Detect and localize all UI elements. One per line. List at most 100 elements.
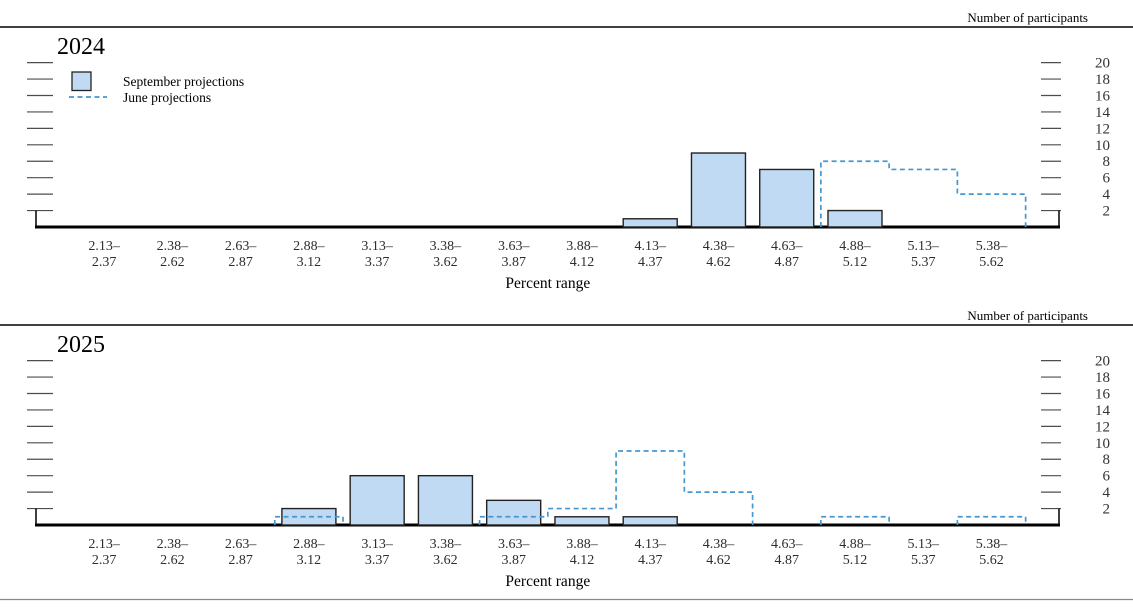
y-tick-label: 4 — [1103, 187, 1111, 203]
x-tick-label-top: 4.63– — [771, 239, 804, 254]
x-tick-label-bottom: 5.12 — [843, 553, 868, 568]
y-tick-label: 8 — [1103, 452, 1111, 468]
x-tick-label-top: 4.88– — [839, 239, 872, 254]
september-projection-bar — [759, 168, 815, 228]
x-tick-label-top: 3.88– — [566, 239, 599, 254]
y-tick-label: 12 — [1095, 419, 1110, 435]
september-projection-bar — [554, 516, 610, 526]
x-tick-label-bottom: 4.87 — [774, 553, 799, 568]
x-tick-label-top: 3.63– — [498, 537, 531, 552]
x-tick-label-top: 2.38– — [157, 537, 190, 552]
september-projection-bar — [417, 474, 474, 526]
x-tick-label-top: 4.88– — [839, 537, 872, 552]
x-tick-label-top: 3.88– — [566, 537, 599, 552]
x-tick-label-bottom: 3.37 — [365, 255, 390, 270]
y-tick-label: 10 — [1095, 138, 1110, 154]
x-tick-label-bottom: 4.37 — [638, 255, 663, 270]
x-tick-label-top: 4.13– — [634, 239, 667, 254]
y-tick-label: 6 — [1103, 171, 1111, 187]
x-tick-label-bottom: 3.12 — [297, 553, 322, 568]
x-tick-label-top: 4.38– — [703, 537, 736, 552]
participants-axis-title: Number of participants — [967, 10, 1088, 25]
x-tick-label-top: 2.13– — [88, 239, 121, 254]
x-tick-label-top: 2.13– — [88, 537, 121, 552]
y-tick-label: 12 — [1095, 121, 1110, 137]
x-tick-label-top: 3.13– — [361, 537, 394, 552]
y-tick-label: 4 — [1103, 485, 1111, 501]
x-tick-label-bottom: 4.87 — [774, 255, 799, 270]
x-tick-label-top: 3.38– — [430, 537, 463, 552]
x-tick-label-bottom: 2.62 — [160, 255, 185, 270]
y-tick-label: 18 — [1095, 72, 1110, 88]
y-tick-label: 16 — [1095, 386, 1111, 402]
x-tick-label-top: 5.13– — [908, 239, 941, 254]
x-tick-label-bottom: 4.62 — [706, 553, 731, 568]
x-tick-label-bottom: 5.37 — [911, 255, 936, 270]
x-tick-label-bottom: 2.37 — [92, 255, 117, 270]
x-tick-label-bottom: 3.62 — [433, 553, 458, 568]
legend-september-swatch — [71, 71, 92, 92]
x-tick-label-bottom: 3.87 — [501, 255, 526, 270]
y-tick-label: 2 — [1103, 204, 1111, 220]
x-tick-label-bottom: 4.12 — [570, 553, 595, 568]
x-tick-label-top: 2.63– — [225, 239, 258, 254]
y-tick-label: 20 — [1095, 354, 1110, 370]
y-tick-label: 14 — [1095, 403, 1111, 419]
y-tick-label: 2 — [1103, 502, 1111, 518]
y-tick-label: 16 — [1095, 88, 1111, 104]
x-tick-label-bottom: 3.62 — [433, 255, 458, 270]
x-tick-label-top: 4.63– — [771, 537, 804, 552]
x-tick-label-bottom: 5.62 — [979, 255, 1004, 270]
y-tick-label: 8 — [1103, 154, 1111, 170]
y-tick-label: 14 — [1095, 105, 1111, 121]
percent-range-label: Percent range — [505, 275, 590, 292]
september-projection-bar — [690, 152, 747, 228]
panel-2024: Number of participants 2024 24681012141618… — [0, 10, 1133, 292]
x-tick-label-bottom: 5.62 — [979, 553, 1004, 568]
september-projection-bar — [349, 474, 405, 526]
x-tick-label-top: 3.38– — [430, 239, 463, 254]
y-tick-label: 10 — [1095, 436, 1110, 452]
june-projection-step-line — [273, 450, 1027, 525]
y-tick-label: 20 — [1095, 56, 1110, 72]
legend-september-label: September projections — [123, 74, 244, 89]
x-tick-label-top: 4.38– — [703, 239, 736, 254]
x-tick-label-top: 3.13– — [361, 239, 394, 254]
panel-2025: Number of participants 2025 24681012141618… — [0, 308, 1133, 590]
x-tick-label-bottom: 3.37 — [365, 553, 390, 568]
x-tick-label-bottom: 5.37 — [911, 553, 936, 568]
x-tick-label-bottom: 3.87 — [501, 553, 526, 568]
percent-range-label: Percent range — [505, 573, 590, 590]
y-tick-label: 6 — [1103, 469, 1111, 485]
september-projection-bar — [622, 516, 678, 526]
x-tick-label-top: 5.38– — [976, 537, 1009, 552]
participants-axis-title: Number of participants — [967, 308, 1088, 323]
x-tick-label-bottom: 5.12 — [843, 255, 868, 270]
x-tick-label-top: 5.13– — [908, 537, 941, 552]
x-tick-label-top: 2.63– — [225, 537, 258, 552]
september-projection-bar — [622, 218, 678, 228]
june-projection-step-line — [820, 160, 1027, 227]
x-tick-label-bottom: 2.62 — [160, 553, 185, 568]
x-tick-label-bottom: 4.37 — [638, 553, 663, 568]
x-tick-label-top: 2.38– — [157, 239, 190, 254]
september-projection-bar — [485, 499, 542, 526]
x-tick-label-top: 4.13– — [634, 537, 667, 552]
x-tick-label-bottom: 2.87 — [228, 553, 253, 568]
x-tick-label-bottom: 4.12 — [570, 255, 595, 270]
panel-year-title: 2024 — [57, 34, 105, 60]
x-tick-label-bottom: 2.37 — [92, 553, 117, 568]
y-tick-label: 18 — [1095, 370, 1110, 386]
x-tick-label-bottom: 2.87 — [228, 255, 253, 270]
x-tick-label-top: 3.63– — [498, 239, 531, 254]
x-tick-label-top: 5.38– — [976, 239, 1009, 254]
x-tick-label-bottom: 3.12 — [297, 255, 322, 270]
september-projection-bar — [827, 209, 883, 228]
x-tick-label-top: 2.88– — [293, 537, 326, 552]
panel-year-title: 2025 — [57, 332, 105, 358]
legend-june-label: June projections — [123, 90, 211, 105]
x-tick-label-top: 2.88– — [293, 239, 326, 254]
x-tick-label-bottom: 4.62 — [706, 255, 731, 270]
